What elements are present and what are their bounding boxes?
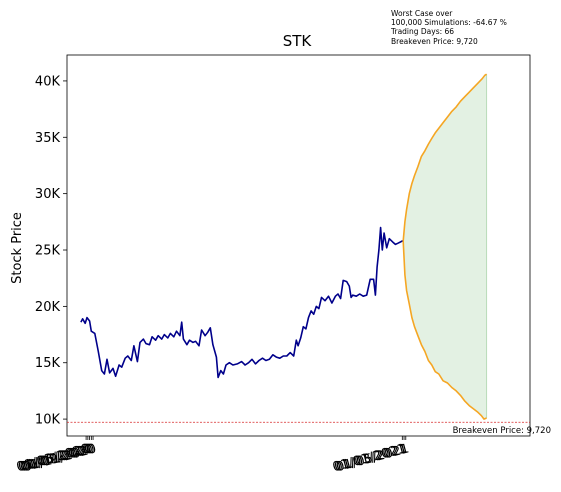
- lower-bound-line: [402, 240, 487, 420]
- y-tick-label: 15K: [35, 356, 61, 371]
- simulation-note: Worst Case over 100,000 Simulations: -64…: [391, 9, 507, 46]
- x-tick-label: 01/11/2020: [22, 441, 98, 475]
- simulation-range-fill: [403, 74, 487, 420]
- chart-title: STK: [283, 32, 313, 50]
- note-line: Breakeven Price: 9,720: [391, 36, 478, 46]
- y-tick-label: 20K: [35, 300, 61, 315]
- y-tick-label: 10K: [35, 413, 61, 428]
- y-tick-label: 25K: [35, 244, 61, 259]
- y-tick-label: 35K: [35, 131, 61, 146]
- note-line: Worst Case over: [391, 9, 453, 18]
- y-tick-label: 30K: [35, 187, 61, 202]
- plot-area: [66, 54, 531, 437]
- upper-bound-line: [402, 73, 488, 242]
- y-tick-label: 40K: [35, 74, 61, 89]
- x-tick-label: 01/05/2021: [335, 441, 411, 475]
- note-line: Trading Days: 66: [391, 27, 455, 37]
- breakeven-label: Breakeven Price: 9,720: [453, 426, 551, 436]
- note-line: 100,000 Simulations: -64.67 %: [391, 18, 507, 28]
- y-axis-label: Stock Price: [10, 212, 25, 284]
- price-history-line: [80, 226, 404, 379]
